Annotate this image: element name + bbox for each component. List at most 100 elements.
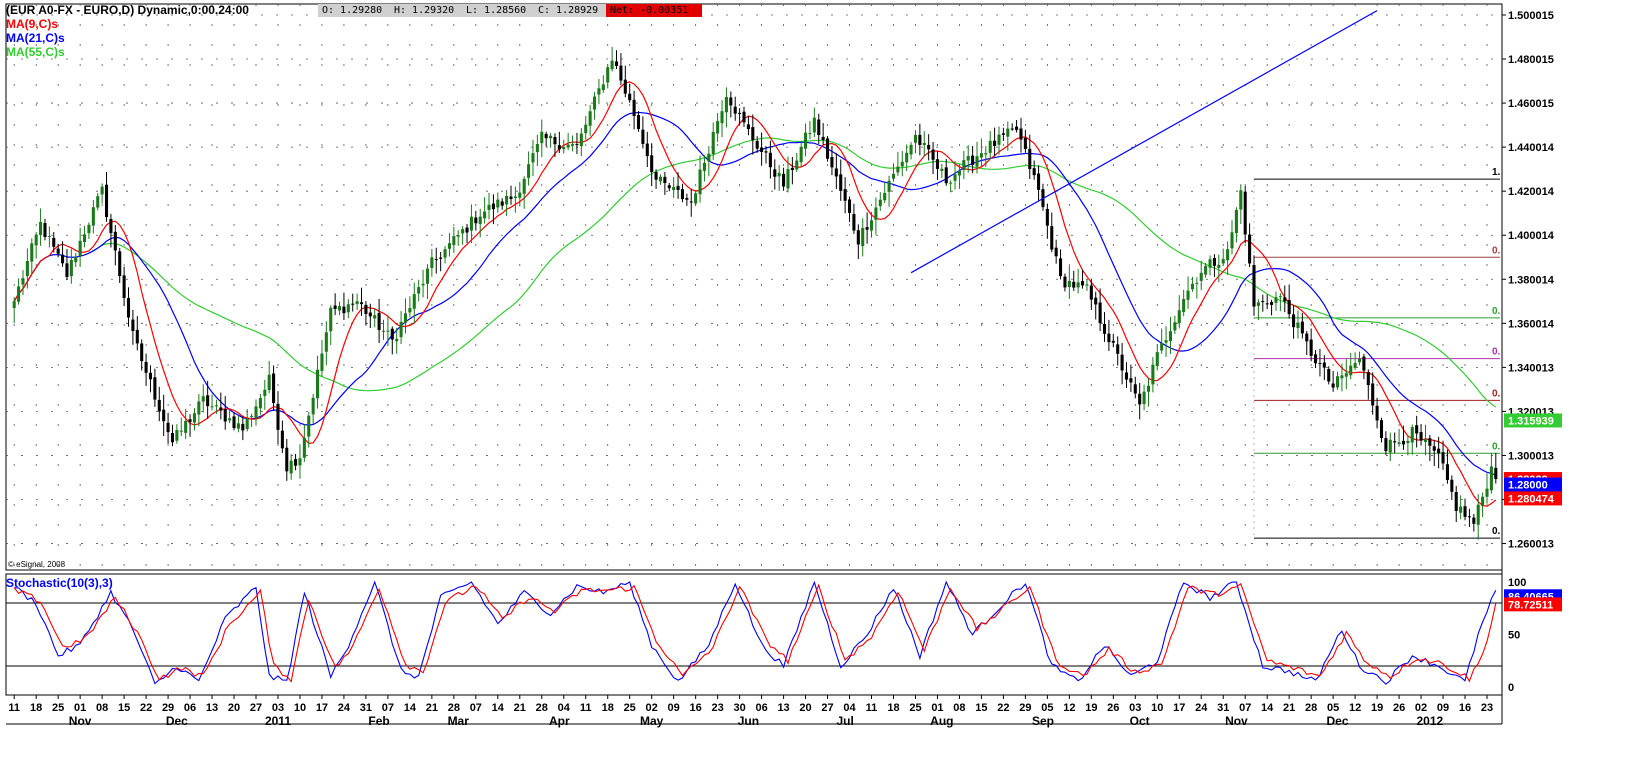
candle xyxy=(34,232,38,259)
date-tick-label: 14 xyxy=(404,702,417,714)
candle xyxy=(1204,262,1208,278)
fib-level-label: 0. xyxy=(1492,441,1501,452)
candle xyxy=(1133,376,1137,399)
candle xyxy=(135,316,139,351)
candle xyxy=(632,90,636,130)
candle-body xyxy=(263,389,267,396)
candle-body xyxy=(188,419,192,422)
candle-body xyxy=(447,243,451,249)
candle xyxy=(1234,207,1238,243)
candle xyxy=(285,438,289,481)
candle-body xyxy=(1494,467,1498,480)
candle xyxy=(988,131,992,160)
date-tick-label: 26 xyxy=(1107,702,1119,714)
candle-body xyxy=(1476,504,1480,525)
candle xyxy=(571,135,575,152)
candle-body xyxy=(122,275,126,298)
candle-body xyxy=(601,84,605,91)
candle xyxy=(289,454,293,480)
candle xyxy=(1349,353,1353,380)
candle-body xyxy=(1037,173,1041,190)
candle xyxy=(777,165,781,191)
date-tick-label: 11 xyxy=(580,702,592,714)
candle-body xyxy=(777,172,781,177)
candle-body xyxy=(1445,464,1449,480)
candle-body xyxy=(847,199,852,213)
candle-body xyxy=(104,184,109,218)
candle xyxy=(39,208,43,246)
candle-body xyxy=(834,168,838,177)
legend-ma9: MA(9,C)s xyxy=(6,17,59,31)
candle-body xyxy=(342,306,346,314)
candle xyxy=(153,368,157,407)
candle xyxy=(1186,276,1190,309)
candle-body xyxy=(443,249,447,258)
candle xyxy=(680,183,684,203)
candle xyxy=(232,412,236,431)
candle xyxy=(641,116,645,149)
candle-body xyxy=(1384,438,1388,452)
candle-body xyxy=(144,361,148,373)
candle xyxy=(636,111,641,132)
candle-body xyxy=(1010,128,1014,130)
candle-body xyxy=(680,189,684,200)
candle xyxy=(720,100,724,138)
candle xyxy=(764,146,768,164)
candle-body xyxy=(1063,276,1067,288)
candle-body xyxy=(509,196,513,200)
candle xyxy=(228,408,232,424)
candle-body xyxy=(1379,420,1384,438)
candle xyxy=(658,174,663,185)
candle xyxy=(487,192,491,220)
candle-body xyxy=(716,121,720,134)
candle-body xyxy=(531,153,535,163)
candle-body xyxy=(1138,393,1142,405)
candle-body xyxy=(1314,354,1318,364)
candle-body xyxy=(1349,365,1353,376)
candle xyxy=(1379,417,1384,443)
candle xyxy=(579,128,583,157)
candle xyxy=(25,248,29,289)
candle-body xyxy=(575,144,579,146)
candle xyxy=(1054,239,1058,264)
candle-body xyxy=(685,198,689,200)
candle-body xyxy=(175,430,179,441)
candle-body xyxy=(1186,290,1190,300)
candle-body xyxy=(1335,376,1340,388)
candle-body xyxy=(456,235,460,237)
candle xyxy=(381,319,386,340)
candle-body xyxy=(957,170,961,176)
candle xyxy=(997,126,1001,155)
candle-body xyxy=(1296,322,1300,329)
candle-body xyxy=(1164,340,1168,343)
price-tag-text: 1.28000 xyxy=(1508,480,1548,492)
candle-body xyxy=(1239,190,1243,210)
date-tick-label: 25 xyxy=(909,702,921,714)
candle xyxy=(342,292,346,321)
candle xyxy=(751,114,755,155)
date-tick-label: 22 xyxy=(997,702,1009,714)
candle-body xyxy=(549,135,553,139)
candle-body xyxy=(179,430,183,432)
candle-body xyxy=(865,227,869,230)
candle xyxy=(1296,310,1300,339)
candle-body xyxy=(874,207,878,220)
candle-body xyxy=(408,308,412,313)
candle xyxy=(979,138,983,168)
candle-body xyxy=(500,201,504,206)
candle xyxy=(1454,485,1458,523)
candle xyxy=(201,384,205,413)
date-tick-label: 01 xyxy=(74,702,86,714)
candle-body xyxy=(1467,516,1471,518)
candle-body xyxy=(931,149,935,160)
candle-body xyxy=(953,174,957,181)
candle-body xyxy=(619,65,623,81)
candle xyxy=(971,146,975,174)
price-tag-text: 1.280474 xyxy=(1508,493,1555,505)
candle xyxy=(184,408,188,440)
candle xyxy=(830,146,834,176)
candle xyxy=(1001,127,1005,141)
candle xyxy=(254,399,258,425)
candle xyxy=(236,416,240,433)
